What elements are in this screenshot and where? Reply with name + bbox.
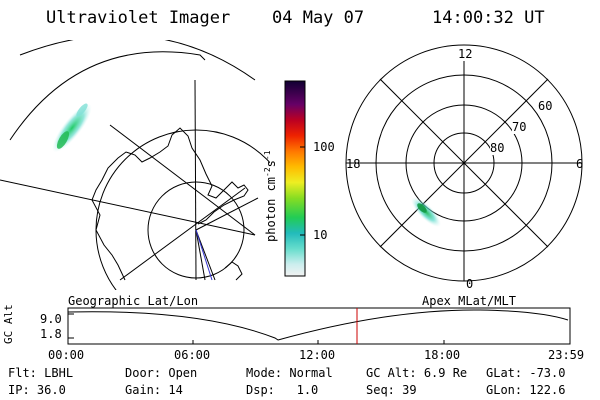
timeline-left-title: Geographic Lat/Lon	[68, 294, 199, 308]
seq-info: Seq: 39	[366, 383, 417, 397]
observation-date: 04 May 07	[272, 8, 365, 28]
mlt-label-0: 0	[466, 277, 474, 291]
door-info: Door: Open	[125, 366, 198, 380]
mlt-label-6: 6	[576, 157, 584, 171]
ytick-top: 9.0	[40, 312, 62, 326]
observation-time: 14:00:32 UT	[432, 8, 545, 28]
orbit-altitude-curve	[67, 309, 569, 341]
mlat-label-70: 70	[512, 120, 527, 134]
mode-info: Mode: Normal	[246, 366, 333, 380]
mlt-line-diagonal	[379, 78, 549, 248]
filter-info: Flt: LBHL	[8, 366, 74, 380]
gain-info: Gain: 14	[125, 383, 183, 397]
xtick-label: 12:00	[299, 348, 336, 362]
geographic-map	[0, 40, 270, 290]
coastline	[224, 261, 243, 281]
latitude-arc	[9, 51, 206, 141]
polar-plot	[345, 44, 583, 282]
meridian-line	[195, 197, 259, 231]
ip-info: IP: 36.0	[8, 383, 66, 397]
meridian-line	[195, 229, 206, 281]
xtick-label: 06:00	[174, 348, 211, 362]
instrument-title: Ultraviolet Imager	[46, 8, 231, 28]
dsp-info: Dsp: 1.0	[246, 383, 319, 397]
colorbar-tick: 10	[313, 228, 328, 242]
auroral-emission	[417, 203, 427, 213]
mlat-label-60: 60	[538, 99, 553, 113]
meridian-line	[119, 187, 246, 281]
timeline-right-title: Apex MLat/MLT	[422, 294, 516, 308]
mlt-label-12: 12	[458, 47, 473, 61]
meridian-line	[0, 179, 256, 236]
mlat-label-80: 80	[490, 141, 505, 155]
glat-info: GLat: -73.0	[486, 366, 566, 380]
coastline	[91, 127, 249, 281]
meridian-line	[109, 124, 256, 236]
colorbar-label: photon cm-2s-1	[263, 150, 278, 242]
ytick-bottom: 1.8	[40, 327, 62, 341]
xtick-label: 00:00	[48, 348, 85, 362]
latitude-arc	[19, 40, 256, 81]
sun-direction-line	[195, 229, 213, 281]
xtick-label: 23:59	[548, 348, 585, 362]
timeline-ylabel: GC Alt	[2, 304, 15, 344]
xtick-label: 18:00	[424, 348, 461, 362]
glon-info: GLon: 122.6	[486, 383, 566, 397]
colorbar-tick: 100	[313, 140, 335, 154]
gc-alt-info: GC Alt: 6.9 Re	[366, 366, 468, 380]
auroral-emission	[56, 131, 70, 149]
meridian-line	[194, 79, 197, 281]
auroral-emission	[76, 103, 88, 117]
latitude-arc	[95, 129, 270, 290]
color-scale-bar	[284, 80, 306, 277]
orbit-altitude-plot	[67, 307, 571, 345]
auroral-emission	[52, 103, 92, 153]
mlt-label-18: 18	[346, 157, 361, 171]
